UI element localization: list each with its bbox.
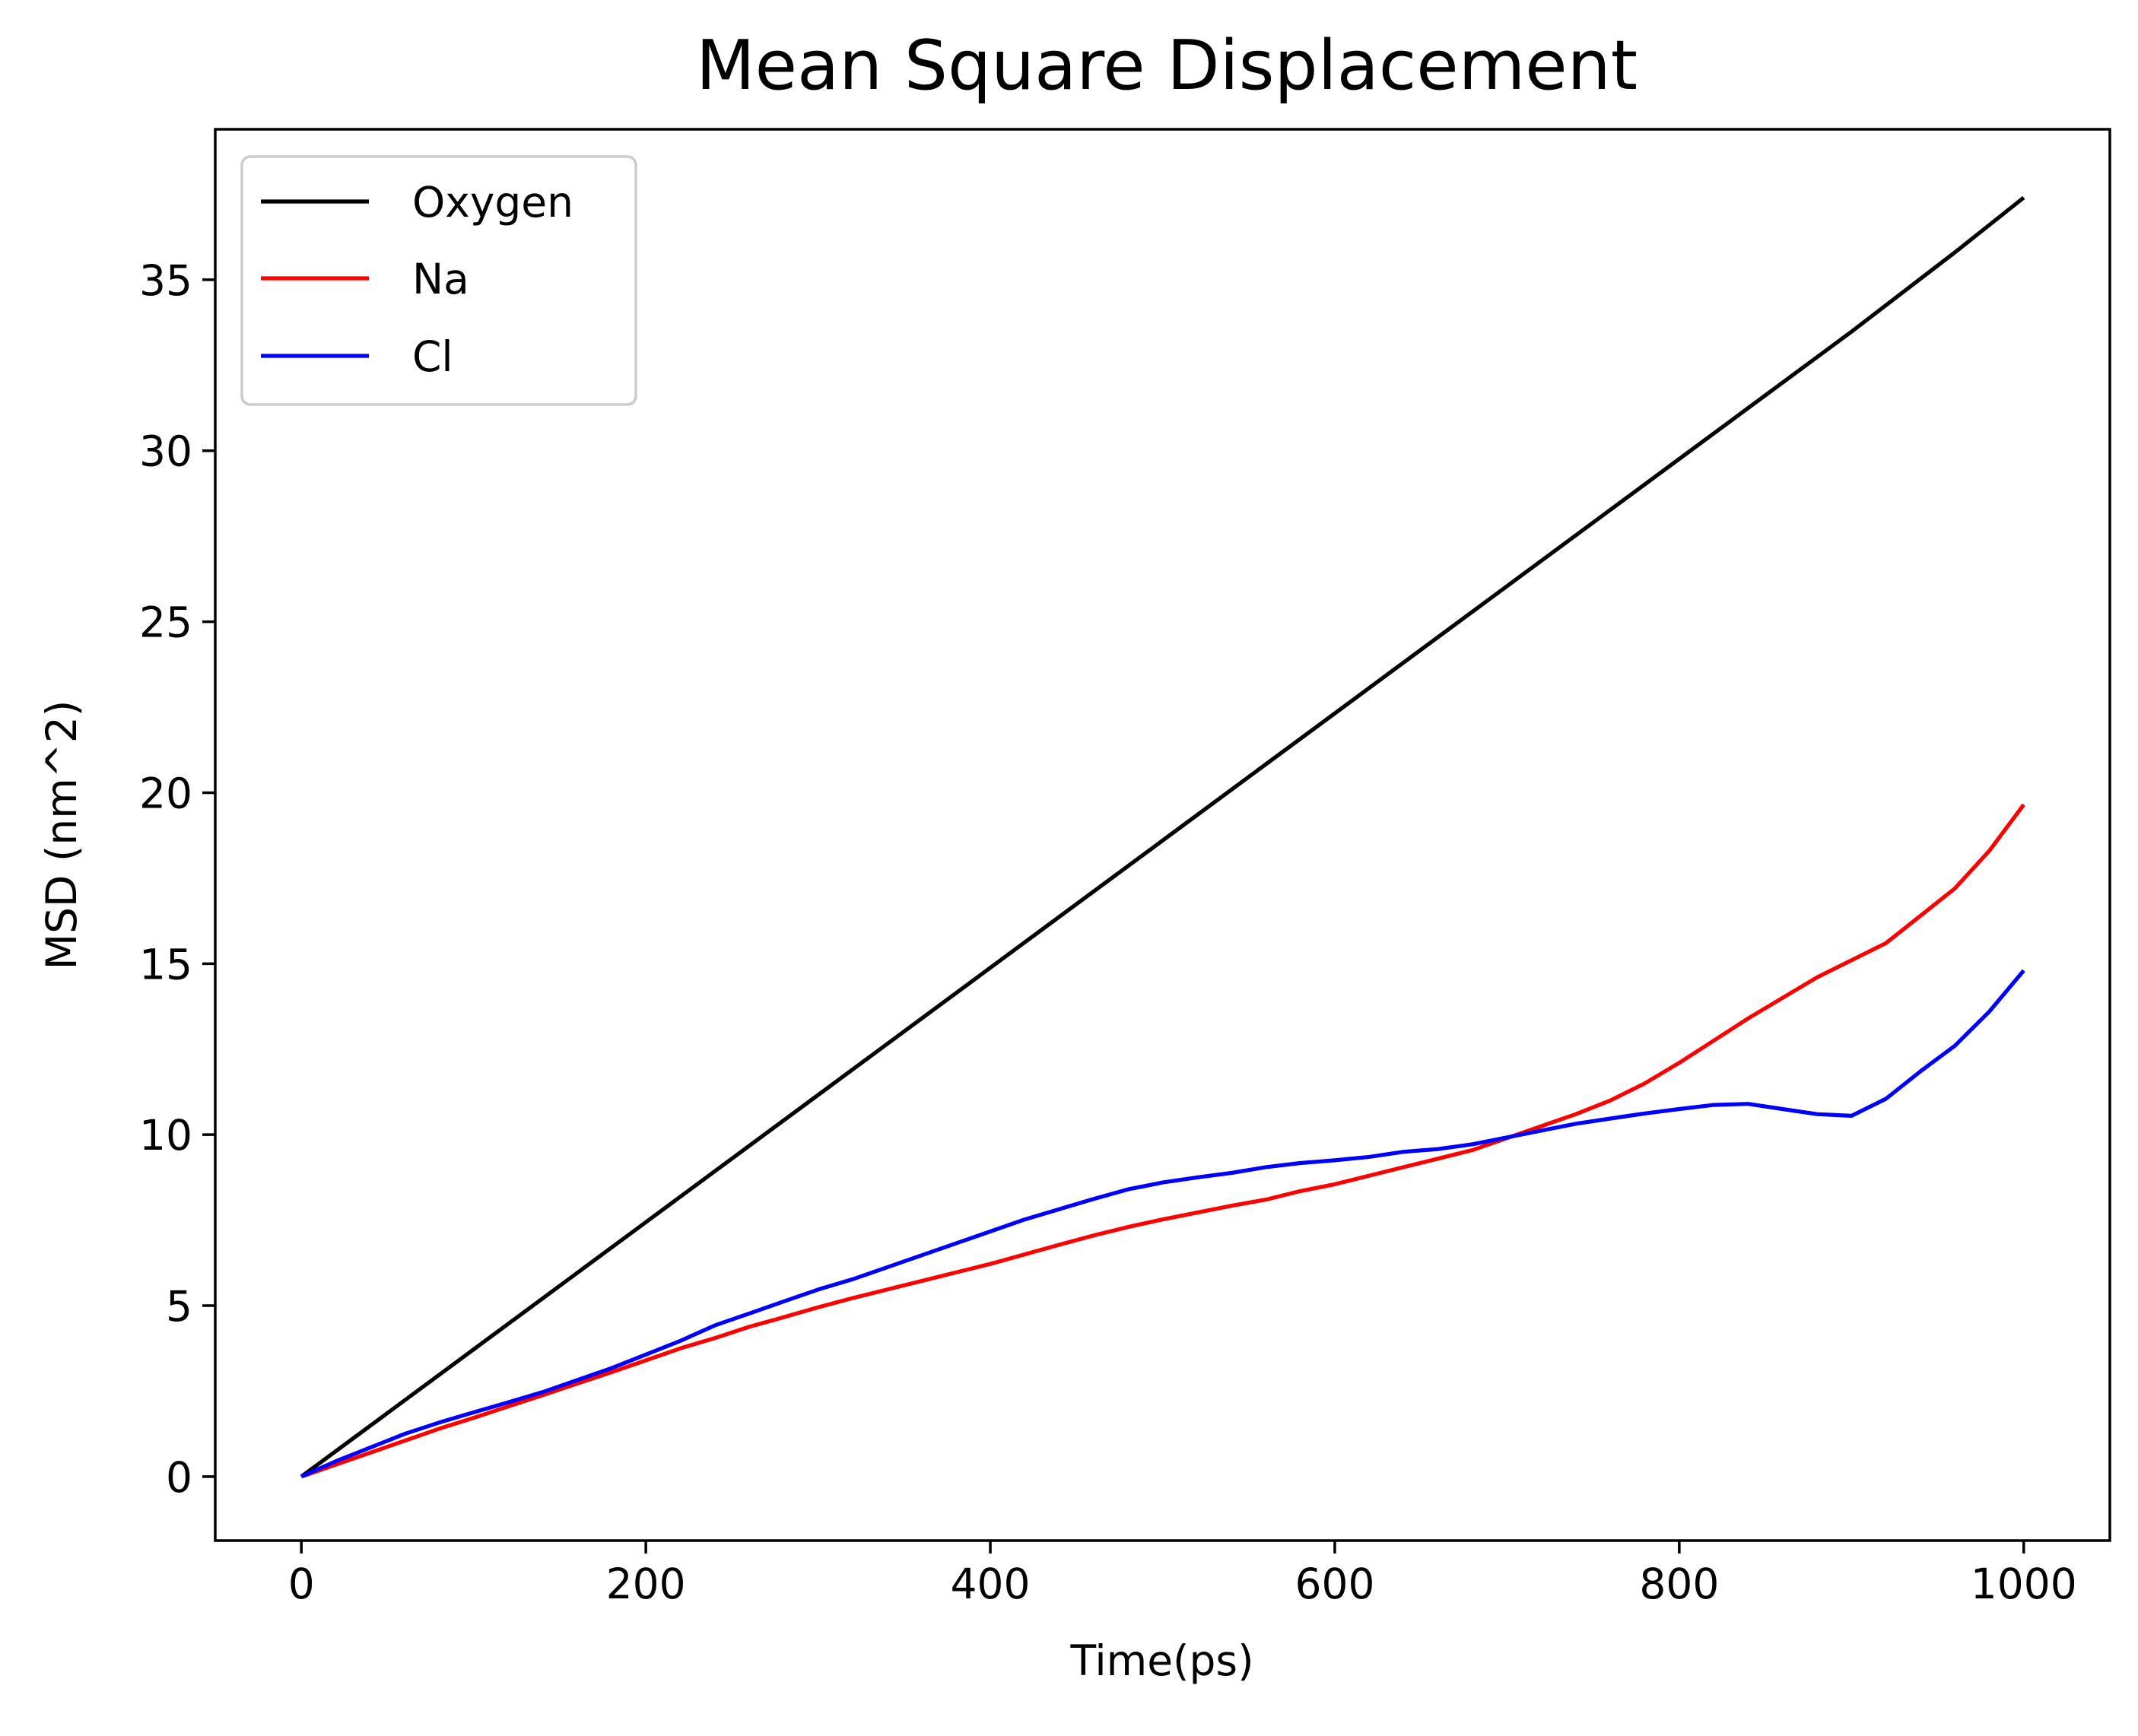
y-tick-label: 10 <box>139 1111 192 1160</box>
axes-frame <box>214 128 2111 1542</box>
y-tick-label: 20 <box>139 769 192 817</box>
x-tick-label: 400 <box>951 1560 1031 1608</box>
legend-label-cl: Cl <box>412 332 453 381</box>
legend: Oxygen Na Cl <box>240 155 637 406</box>
y-axis-label: MSD (nm^2) <box>37 700 86 970</box>
series-line-cl <box>300 969 2025 1479</box>
y-tick-label: 25 <box>139 598 192 647</box>
x-tick-label: 1000 <box>1971 1560 2077 1608</box>
y-tick-label: 5 <box>166 1282 192 1331</box>
x-tick-label: 200 <box>606 1560 686 1608</box>
series-line-oxygen <box>300 195 2025 1478</box>
series-line-na <box>300 803 2025 1479</box>
x-ticks: 0 200 400 600 800 1000 <box>288 1541 2077 1608</box>
legend-items: Oxygen Na Cl <box>261 178 573 381</box>
y-tick-label: 30 <box>139 427 192 476</box>
x-tick-label: 0 <box>288 1560 315 1608</box>
y-ticks: 0 5 10 15 20 25 30 35 <box>139 256 215 1502</box>
legend-label-oxygen: Oxygen <box>412 178 573 227</box>
y-tick-label: 0 <box>166 1453 192 1502</box>
legend-label-na: Na <box>412 255 469 303</box>
series-group <box>300 195 2025 1479</box>
chart-title: Mean Square Displacement <box>696 26 1638 106</box>
x-axis-label: Time(ps) <box>1069 1636 1253 1685</box>
y-tick-label: 15 <box>139 940 192 989</box>
y-tick-label: 35 <box>139 256 192 305</box>
legend-box <box>240 155 637 406</box>
plot-area: 0 200 400 600 800 1000 0 5 10 15 20 25 30 35 <box>139 128 2111 1608</box>
x-tick-label: 600 <box>1295 1560 1374 1608</box>
x-tick-label: 800 <box>1639 1560 1719 1608</box>
